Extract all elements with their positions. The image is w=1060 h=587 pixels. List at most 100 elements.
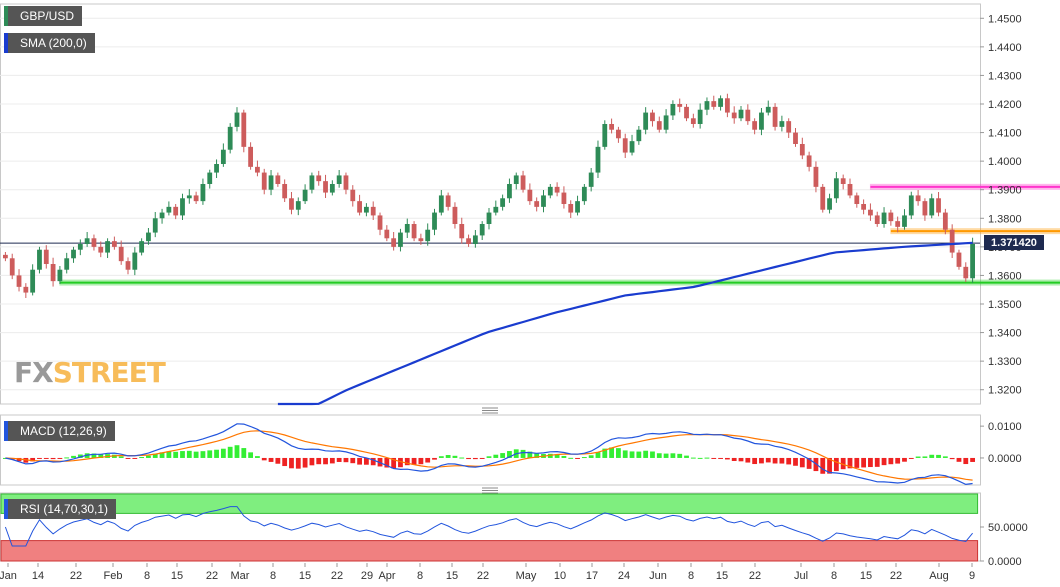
macd-histogram-bar [125,457,131,459]
candle-body [30,269,36,293]
candle-body [745,109,751,122]
macd-histogram-bar [963,457,969,465]
macd-histogram-bar [718,457,723,459]
macd-histogram-bar [336,457,342,462]
macd-histogram-bar [643,450,649,458]
candle [200,178,206,205]
macd-histogram-bar [91,453,97,458]
candle [500,194,506,211]
candle-body [125,261,131,270]
macd-histogram-bar [77,454,83,458]
macd-histogram-bar [214,449,219,458]
macd-histogram-bar [16,457,22,462]
macd-histogram-bar [772,457,778,464]
macd-histogram-bar [874,457,880,467]
macd-histogram-bar [493,454,499,458]
candle-body [186,195,192,199]
candle-body [466,238,471,244]
candle [275,172,281,187]
macd-histogram-bar [357,457,362,465]
candle [404,218,410,238]
candle [152,212,158,238]
macd-histogram-bar [575,457,580,459]
pane-resize-handle[interactable] [482,407,498,414]
macd-histogram-bar [759,457,764,464]
macd-histogram-bar [316,457,322,465]
candle [588,168,594,192]
macd-histogram-bar [554,454,560,458]
candle [861,199,867,215]
candle-body [268,175,274,190]
candle [616,126,621,143]
candle [173,204,179,220]
macd-histogram-bar [146,455,151,458]
candle [323,174,328,198]
y-tick-label: 1.4300 [988,70,1022,82]
candle [329,180,335,196]
candle-body [173,206,179,216]
rsi-label[interactable]: RSI (14,70,30,1) [4,499,117,519]
pane-resize-handle[interactable] [482,487,498,494]
candle-body [970,244,975,279]
candle-body [806,155,812,167]
macd-histogram-bar [915,456,921,458]
candle [336,170,342,188]
candle [745,104,751,125]
macd-histogram-bar [895,457,901,464]
candle-body [847,184,853,196]
macd-histogram-bar [452,455,458,458]
candle-body [616,129,621,139]
x-tick-label: 15 [860,570,872,582]
macd-histogram-bar [289,457,294,469]
candle [602,120,608,150]
candle [690,113,696,128]
macd-histogram-bar [854,457,860,468]
candle [670,100,676,120]
candle [881,207,887,228]
candle-body [493,206,499,213]
candle-body [881,212,887,224]
pane-resize-handles[interactable] [482,407,498,494]
macd-histogram-bar [255,456,260,458]
x-tick-label: 15 [716,570,728,582]
x-tick-label: 8 [270,570,276,582]
macd-histogram-bar [840,457,846,470]
candle-body [98,246,104,253]
macd-histogram-bar [234,445,240,458]
macd-histogram-bar [50,457,56,460]
candle [302,184,308,204]
candle [309,172,315,194]
candle [970,237,975,283]
macd-label[interactable]: MACD (12,26,9) [4,421,115,441]
candle [554,182,560,197]
symbol-label[interactable]: GBP/USD [4,6,83,26]
macd-histogram-bar [343,457,349,463]
candle [609,118,615,134]
macd-histogram-bar [98,454,104,458]
sma-label[interactable]: SMA (200,0) [4,33,95,53]
macd-histogram-bar [295,457,301,469]
candle-body [833,178,839,199]
sma-200-line [277,241,973,406]
x-tick-label: 17 [586,570,598,582]
candle-body [180,198,185,216]
candle [43,245,49,269]
candle [493,200,499,216]
macd-histogram-bar [459,457,465,459]
macd-histogram-bar [261,457,267,461]
candle [779,115,785,132]
macd-histogram-bar [902,457,907,462]
rsi-label-text: RSI (14,70,30,1) [20,502,109,516]
candle [91,234,97,251]
y-tick-label: 1.3900 [988,185,1022,197]
macd-histogram-bar [820,457,826,474]
candle-body [500,198,506,207]
candle-body [677,104,683,107]
candle-body [207,172,213,184]
macd-histogram-bar [486,456,492,458]
candle-body [786,121,792,133]
rsi-line [4,506,973,547]
candle-body [152,218,158,233]
candle-body [684,106,689,119]
y-tick-label: 1.4400 [988,42,1022,54]
